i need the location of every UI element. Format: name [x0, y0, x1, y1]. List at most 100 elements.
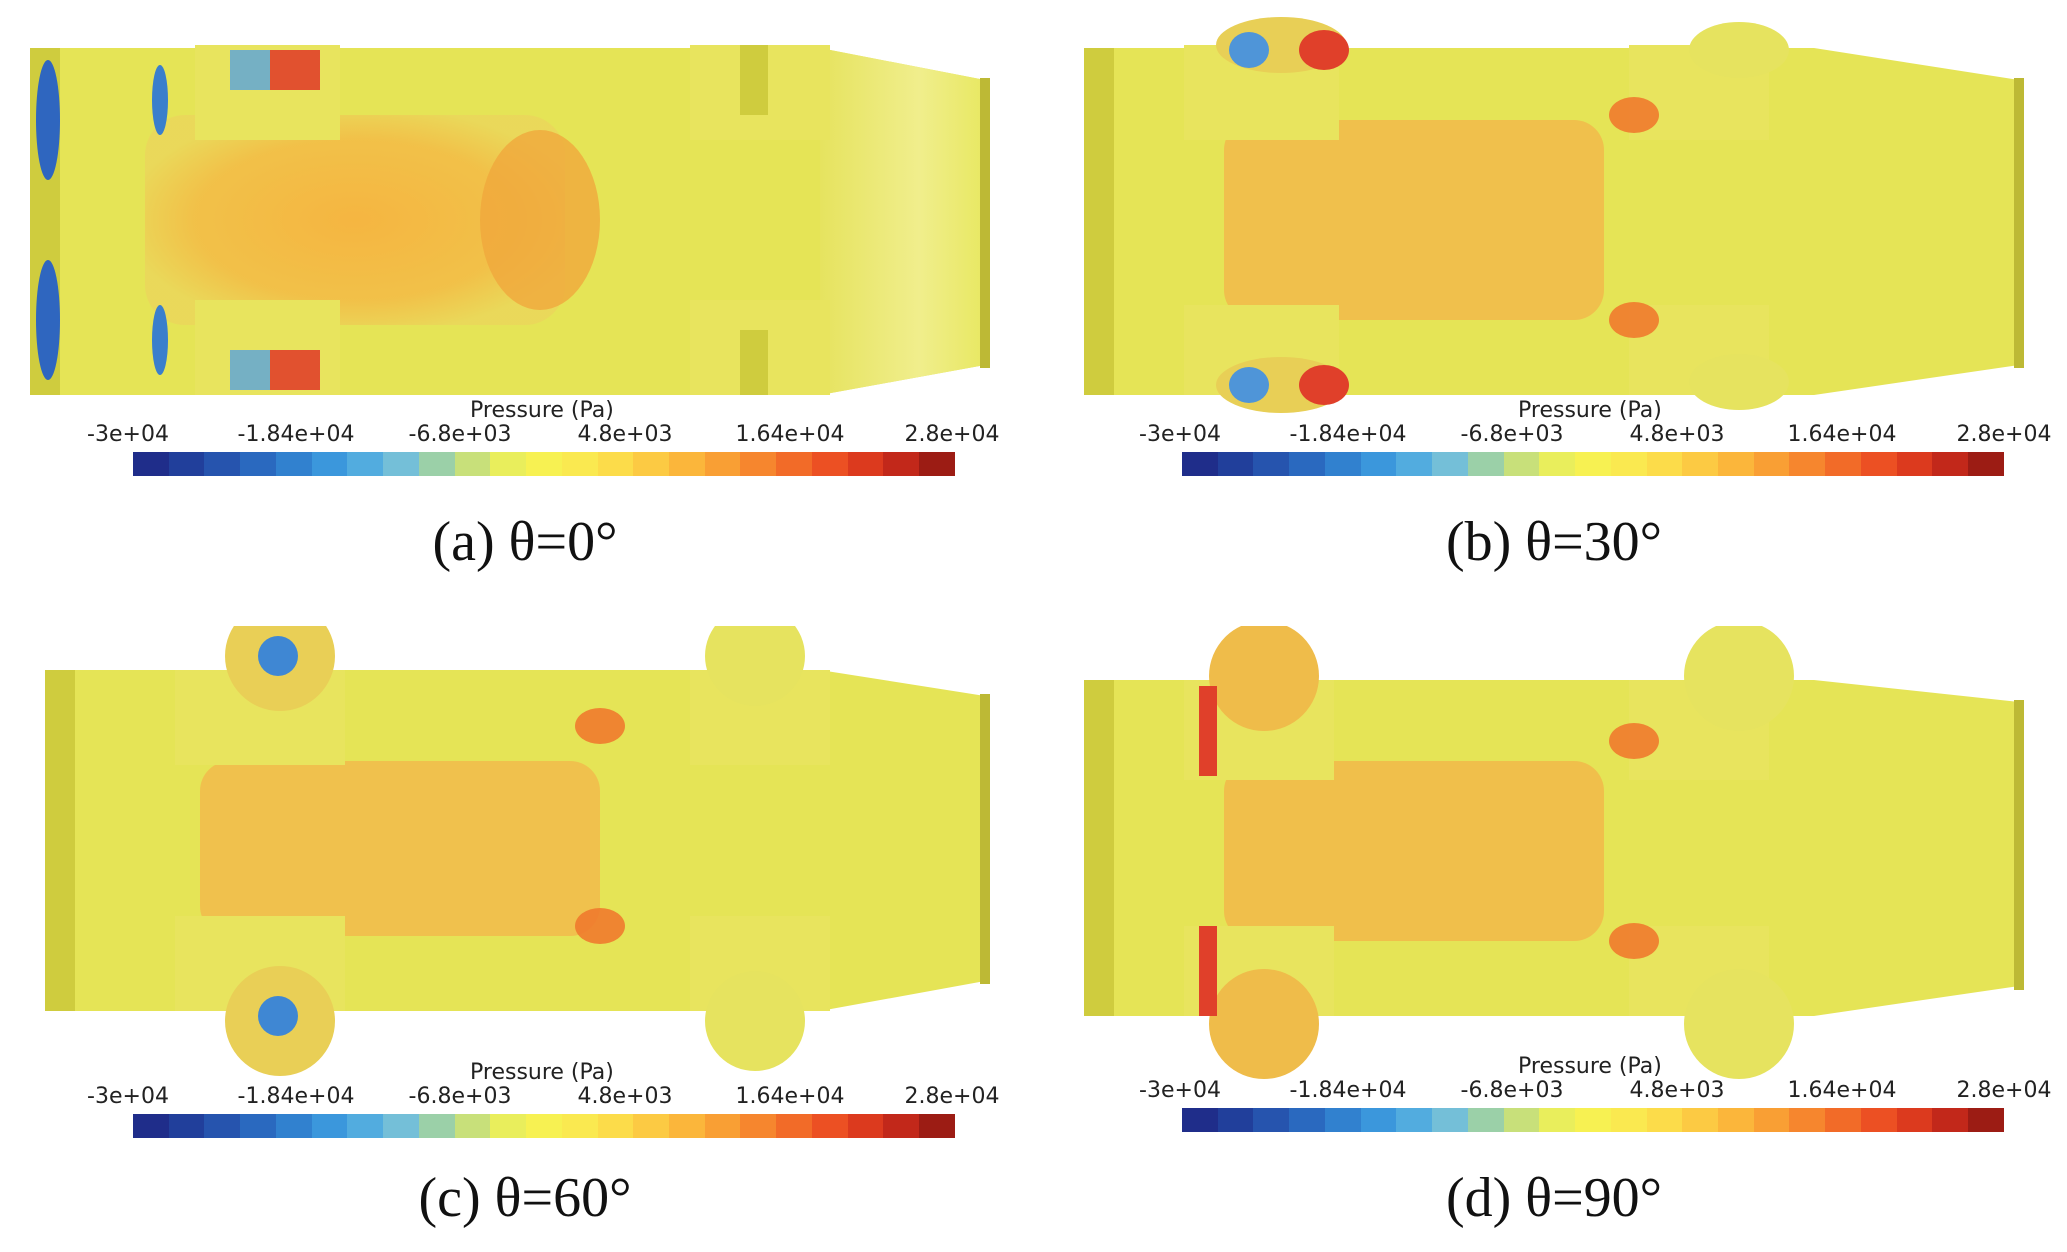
colorbar-tick: 1.64e+04	[735, 1084, 845, 1109]
colorbar-tick: -3e+04	[1139, 1078, 1221, 1103]
colorbar-swatch	[347, 1114, 384, 1138]
colorbar-swatch	[919, 1114, 955, 1138]
colorbar-swatch	[1289, 1108, 1325, 1132]
colorbar-swatch	[1182, 452, 1218, 476]
colorbar	[133, 452, 955, 476]
colorbar-tick: -1.84e+04	[1289, 1078, 1407, 1103]
colorbar-tick: 1.64e+04	[1787, 422, 1897, 447]
colorbar-swatch	[1253, 452, 1290, 476]
colorbar-swatch	[1503, 452, 1540, 476]
panel-b: Pressure (Pa) -3e+04 -1.84e+04 -6.8e+03 …	[1034, 0, 2067, 626]
colorbar-swatch	[1324, 1108, 1361, 1132]
colorbar-swatch	[275, 452, 312, 476]
colorbar-swatch	[811, 1114, 848, 1138]
colorbar-swatch	[1682, 452, 1719, 476]
colorbar-tick: -6.8e+03	[1460, 1078, 1564, 1103]
colorbar-swatch	[669, 452, 705, 476]
colorbar-swatch	[740, 452, 777, 476]
colorbar-title: Pressure (Pa)	[1518, 398, 1662, 423]
colorbar-swatch	[597, 1114, 634, 1138]
colorbar-title: Pressure (Pa)	[1518, 1054, 1662, 1079]
colorbar-swatch	[1718, 1108, 1754, 1132]
panel-a: Pressure (Pa) -3e+04 -1.84e+04 -6.8e+03 …	[0, 0, 1033, 626]
colorbar-title: Pressure (Pa)	[470, 398, 614, 423]
pressure-contour-d	[1084, 626, 2024, 1079]
colorbar-tick: -6.8e+03	[1460, 422, 1564, 447]
colorbar-swatch	[811, 452, 848, 476]
colorbar-swatch	[1467, 452, 1504, 476]
colorbar-swatch	[847, 1114, 884, 1138]
colorbar-swatch	[597, 452, 634, 476]
colorbar	[133, 1114, 955, 1138]
colorbar-swatch	[561, 452, 598, 476]
colorbar-swatch	[1575, 452, 1611, 476]
colorbar-swatch	[1610, 452, 1647, 476]
panel-caption: (a) θ=0°	[432, 511, 618, 573]
panel-caption: (d) θ=90°	[1445, 1167, 1663, 1229]
colorbar-swatch	[311, 1114, 348, 1138]
colorbar-swatch	[1432, 452, 1468, 476]
colorbar-swatch	[1503, 1108, 1540, 1132]
colorbar-tick: -6.8e+03	[408, 1084, 512, 1109]
colorbar-swatch	[1610, 1108, 1647, 1132]
colorbar-swatch	[919, 452, 955, 476]
colorbar-swatch	[1646, 452, 1683, 476]
colorbar-tick: 2.8e+04	[1956, 1078, 2052, 1103]
colorbar-swatch	[133, 452, 169, 476]
colorbar-swatch	[1360, 1108, 1397, 1132]
colorbar-swatch	[168, 452, 205, 476]
colorbar-swatch	[1860, 1108, 1897, 1132]
panel-caption: (b) θ=30°	[1445, 511, 1663, 573]
colorbar-swatch	[1860, 452, 1897, 476]
colorbar-swatch	[490, 1114, 527, 1138]
colorbar-swatch	[776, 452, 812, 476]
colorbar-swatch	[1432, 1108, 1468, 1132]
colorbar-swatch	[1932, 452, 1969, 476]
colorbar-swatch	[1753, 1108, 1790, 1132]
colorbar-swatch	[1646, 1108, 1683, 1132]
colorbar-swatch	[1467, 1108, 1504, 1132]
colorbar-swatch	[454, 1114, 491, 1138]
colorbar-swatch	[418, 452, 455, 476]
colorbar-tick: -6.8e+03	[408, 422, 512, 447]
colorbar-swatch	[1253, 1108, 1290, 1132]
colorbar-tick: 1.64e+04	[735, 422, 845, 447]
colorbar-swatch	[1896, 452, 1933, 476]
colorbar-swatch	[704, 452, 741, 476]
colorbar-swatch	[633, 452, 670, 476]
colorbar-swatch	[1825, 1108, 1861, 1132]
colorbar-swatch	[1360, 452, 1397, 476]
colorbar-swatch	[1324, 452, 1361, 476]
colorbar-swatch	[776, 1114, 812, 1138]
colorbar-swatch	[883, 452, 920, 476]
colorbar-swatch	[1789, 452, 1826, 476]
colorbar-swatch	[847, 452, 884, 476]
colorbar-tick: 4.8e+03	[1629, 422, 1725, 447]
colorbar-swatch	[1289, 452, 1325, 476]
colorbar-swatch	[883, 1114, 920, 1138]
colorbar-swatch	[1682, 1108, 1719, 1132]
colorbar-swatch	[311, 452, 348, 476]
colorbar-swatch	[1932, 1108, 1969, 1132]
colorbar-swatch	[490, 452, 527, 476]
pressure-contour-a	[30, 45, 990, 395]
colorbar-swatch	[1217, 452, 1254, 476]
colorbar-tick: -1.84e+04	[237, 422, 355, 447]
colorbar-swatch	[454, 452, 491, 476]
colorbar-swatch	[704, 1114, 741, 1138]
colorbar	[1182, 452, 2004, 476]
colorbar-swatch	[526, 1114, 562, 1138]
colorbar-swatch	[240, 452, 276, 476]
colorbar-swatch	[275, 1114, 312, 1138]
colorbar-tick: 1.64e+04	[1787, 1078, 1897, 1103]
colorbar-tick: 2.8e+04	[904, 1084, 1000, 1109]
colorbar-swatch	[1396, 452, 1433, 476]
colorbar-swatch	[1182, 1108, 1218, 1132]
colorbar-swatch	[204, 1114, 241, 1138]
colorbar-tick: 4.8e+03	[577, 422, 673, 447]
colorbar-swatch	[168, 1114, 205, 1138]
colorbar	[1182, 1108, 2004, 1132]
panel-c: Pressure (Pa) -3e+04 -1.84e+04 -6.8e+03 …	[0, 626, 1033, 1252]
pressure-contour-c	[45, 626, 990, 1076]
colorbar-swatch	[561, 1114, 598, 1138]
